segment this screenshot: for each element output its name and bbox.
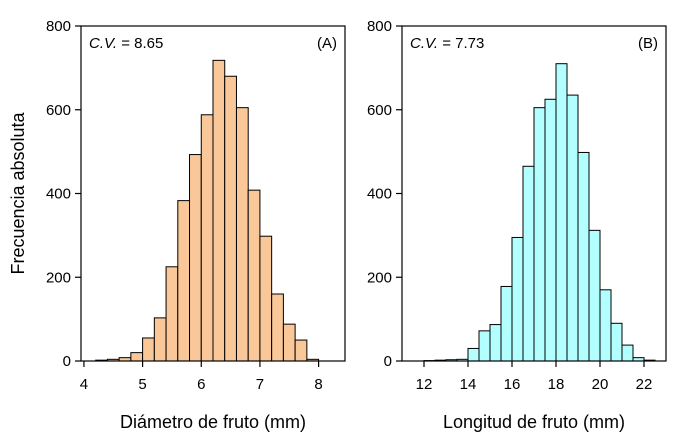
panel-a-bar — [130, 352, 144, 362]
panel-a-cv-annotation: C.V. = 8.65 — [89, 35, 163, 52]
panel-b-y-tick-label: 800 — [367, 18, 392, 35]
panel-b-x-tick-label: 20 — [592, 376, 609, 393]
panel-b-cv-label: C.V. — [410, 35, 438, 52]
panel-b-bar — [621, 344, 634, 362]
panel-b-bar — [500, 285, 513, 362]
panel-a-bar — [142, 337, 155, 362]
panel-b-bar — [467, 347, 480, 362]
panel-a-bar — [247, 189, 261, 362]
panel-a-bar — [282, 323, 296, 362]
panel-b-panel-label: (B) — [638, 35, 658, 52]
panel-a-bar — [235, 107, 249, 362]
panel-b-x-tick-label: 16 — [504, 376, 521, 393]
panel-a-bar — [259, 235, 273, 362]
panel-a-x-tick-label: 5 — [138, 376, 146, 393]
panel-b-y-tick-label: 0 — [384, 353, 392, 370]
panel-b-histogram: 0 200 400 600 800 12 14 16 18 20 22 Longitud de fru… — [367, 18, 667, 432]
panel-a-bar — [200, 114, 214, 362]
panel-b-bar — [599, 289, 612, 362]
panel-b-x-tick-label: 22 — [636, 376, 653, 393]
panel-b-bar — [588, 229, 601, 362]
panel-b-bar — [544, 98, 557, 362]
panel-b-bar — [489, 324, 502, 362]
panel-b-bar — [610, 322, 623, 362]
panel-a-y-tick-label: 0 — [63, 353, 71, 370]
panel-b-bar — [555, 63, 568, 362]
panel-a-cv-value: = 8.65 — [117, 35, 163, 52]
panel-b-y-tick-label: 600 — [367, 102, 392, 119]
panel-a-bar — [177, 200, 191, 362]
panel-b-x-axis-title: Longitud de fruto (mm) — [443, 412, 625, 432]
panel-a-x-tick-label: 7 — [256, 376, 264, 393]
panel-b-y-tick-label: 200 — [367, 269, 392, 286]
panel-a-bar — [224, 75, 237, 362]
panel-a-bar — [294, 339, 308, 362]
panel-b-bar — [533, 107, 546, 362]
panel-b-cv-value: = 7.73 — [438, 35, 484, 52]
panel-a-x-tick-label: 4 — [80, 376, 88, 393]
panel-a-x-tick-label: 8 — [314, 376, 322, 393]
panel-b-x-tick-label: 18 — [548, 376, 565, 393]
panel-a-y-tick-label: 400 — [46, 186, 71, 203]
panel-a-bar — [189, 154, 202, 362]
panel-a-x-tick-label: 6 — [197, 376, 205, 393]
panel-a-y-tick-label: 800 — [46, 18, 71, 35]
panel-a-cv-label: C.V. — [89, 35, 117, 52]
panel-a-y-tick-label: 600 — [46, 102, 71, 119]
panel-b-bar — [478, 330, 491, 362]
panel-b-x-tick-label: 14 — [460, 376, 477, 393]
panel-b-cv-annotation: C.V. = 7.73 — [410, 35, 484, 52]
panel-a-bar — [212, 59, 226, 362]
panel-a-x-axis-title: Diámetro de fruto (mm) — [120, 412, 306, 432]
panel-b-x-tick-label: 12 — [416, 376, 433, 393]
panel-b-bar — [522, 165, 535, 362]
panel-b-y-tick-label: 400 — [367, 186, 392, 203]
panel-b-bar — [577, 151, 590, 362]
panel-a-y-tick-label: 200 — [46, 269, 71, 286]
panel-a-bar — [153, 317, 167, 362]
panel-a-bar — [165, 266, 179, 362]
panel-a-bar — [271, 293, 284, 362]
panel-a-histogram: 0 200 400 600 800 4 5 6 7 8 Diámetro de fruto (mm)… — [8, 18, 346, 432]
panel-a-panel-label: (A) — [317, 35, 337, 52]
panel-a-y-axis-title: Frecuencia absoluta — [8, 111, 28, 274]
panel-b-bar — [511, 236, 524, 362]
panel-b-bar — [566, 94, 579, 362]
